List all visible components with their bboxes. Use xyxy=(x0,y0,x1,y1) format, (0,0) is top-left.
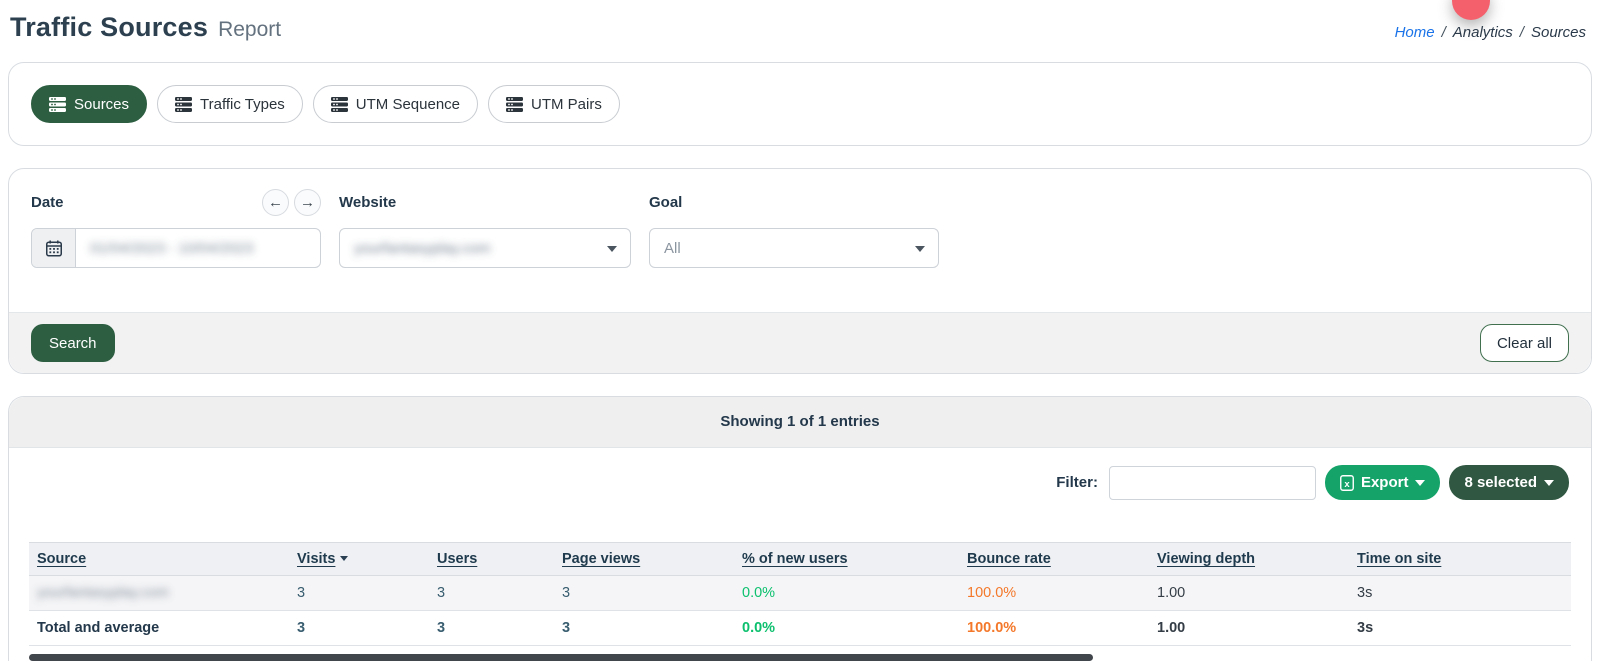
report-tabs-card: Sources Traffic Types xyxy=(8,62,1592,146)
cell-total-page-views: 3 xyxy=(554,610,734,646)
column-header-new-users[interactable]: % of new users xyxy=(734,542,959,576)
filter-card: Date ← → xyxy=(8,168,1592,374)
breadcrumb: Home / Analytics / Sources xyxy=(1395,24,1586,41)
tab-utm-pairs[interactable]: UTM Pairs xyxy=(488,85,620,123)
notification-dot xyxy=(1452,0,1490,20)
export-button[interactable]: x Export xyxy=(1324,465,1441,500)
date-range-value: 01/04/2023 - 10/04/2023 xyxy=(90,239,254,257)
cell-page-views: 3 xyxy=(554,575,734,611)
goal-value: All xyxy=(664,239,681,257)
cell-total-label: Total and average xyxy=(29,610,289,646)
table-controls: Filter: x Export 8 selected xyxy=(9,448,1591,514)
cell-bounce-rate: 100.0% xyxy=(959,575,1149,611)
column-header-viewing-depth[interactable]: Viewing depth xyxy=(1149,542,1349,576)
breadcrumb-separator: / xyxy=(1519,24,1524,41)
cell-total-new-users: 0.0% xyxy=(734,610,959,646)
column-header-time-on-site[interactable]: Time on site xyxy=(1349,542,1571,576)
goal-label: Goal xyxy=(649,194,683,211)
chevron-down-icon xyxy=(1415,480,1426,486)
server-icon xyxy=(330,96,348,112)
breadcrumb-sources: Sources xyxy=(1530,24,1586,41)
website-value: yourfantasyplay.com xyxy=(354,239,491,257)
date-range-input[interactable]: 01/04/2023 - 10/04/2023 xyxy=(31,228,321,268)
column-header-source[interactable]: Source xyxy=(29,542,289,576)
table-total-row: Total and average 3 3 3 0.0% 100.0% 1.00… xyxy=(29,610,1571,646)
cell-total-time-on-site: 3s xyxy=(1349,610,1571,646)
svg-text:x: x xyxy=(1344,479,1350,490)
goal-select[interactable]: All xyxy=(649,228,939,268)
cell-time-on-site: 3s xyxy=(1349,575,1571,611)
tab-label: UTM Sequence xyxy=(355,95,461,113)
results-card: Showing 1 of 1 entries Filter: x Export … xyxy=(8,396,1592,661)
selected-label: 8 selected xyxy=(1464,474,1537,491)
table-row: yourfantasyplay.com 3 3 3 0.0% 100.0% 1.… xyxy=(29,575,1571,611)
breadcrumb-home-link[interactable]: Home xyxy=(1394,24,1435,41)
column-header-page-views[interactable]: Page views xyxy=(554,542,734,576)
date-filter-group: Date ← → xyxy=(31,189,321,268)
traffic-sources-table: Source Visits Users Page views % of new … xyxy=(29,542,1571,646)
website-select[interactable]: yourfantasyplay.com xyxy=(339,228,631,268)
tab-traffic-types[interactable]: Traffic Types xyxy=(157,85,303,123)
table-header-row: Source Visits Users Page views % of new … xyxy=(29,542,1571,576)
columns-selected-button[interactable]: 8 selected xyxy=(1449,465,1569,500)
website-filter-group: Website yourfantasyplay.com xyxy=(339,189,631,268)
cell-users: 3 xyxy=(429,575,554,611)
cell-total-viewing-depth: 1.00 xyxy=(1149,610,1349,646)
report-tabs: Sources Traffic Types xyxy=(31,85,1569,123)
server-icon xyxy=(49,96,66,112)
table-filter-label: Filter: xyxy=(1056,474,1098,491)
column-header-bounce-rate[interactable]: Bounce rate xyxy=(959,542,1149,576)
tab-sources[interactable]: Sources xyxy=(31,85,148,123)
cell-total-bounce-rate: 100.0% xyxy=(959,610,1149,646)
column-header-visits[interactable]: Visits xyxy=(289,542,429,576)
excel-file-icon: x xyxy=(1339,474,1354,491)
page-header: Traffic Sources Report Home / Analytics … xyxy=(0,0,1600,62)
sort-desc-icon xyxy=(340,556,349,561)
search-button[interactable]: Search xyxy=(31,324,115,362)
tab-utm-sequence[interactable]: UTM Sequence xyxy=(312,85,479,123)
table-filter-input[interactable] xyxy=(1108,465,1316,500)
chevron-down-icon xyxy=(607,246,617,252)
cell-visits: 3 xyxy=(289,575,429,611)
clear-all-button[interactable]: Clear all xyxy=(1479,324,1569,362)
column-header-users[interactable]: Users xyxy=(429,542,554,576)
entries-count-band: Showing 1 of 1 entries xyxy=(9,397,1591,448)
calendar-icon[interactable] xyxy=(32,229,76,267)
horizontal-scrollbar-thumb[interactable] xyxy=(29,654,1093,661)
horizontal-scrollbar xyxy=(29,654,1571,661)
chevron-down-icon xyxy=(915,246,925,252)
cell-source: yourfantasyplay.com xyxy=(29,575,289,611)
cell-total-users: 3 xyxy=(429,610,554,646)
page-subtitle: Report xyxy=(218,18,282,41)
date-prev-button[interactable]: ← xyxy=(262,189,289,216)
server-icon xyxy=(175,96,193,112)
cell-viewing-depth: 1.00 xyxy=(1149,575,1349,611)
tab-label: Traffic Types xyxy=(200,95,285,113)
date-label: Date xyxy=(31,194,64,211)
date-next-button[interactable]: → xyxy=(294,189,321,216)
page-title: Traffic Sources xyxy=(10,12,209,42)
traffic-sources-table-wrap: Source Visits Users Page views % of new … xyxy=(9,514,1591,661)
server-icon xyxy=(506,96,524,112)
filter-footer: Search Clear all xyxy=(9,312,1591,373)
chevron-down-icon xyxy=(1544,480,1554,486)
website-label: Website xyxy=(339,194,397,211)
breadcrumb-separator: / xyxy=(1441,24,1446,41)
goal-filter-group: Goal All xyxy=(649,189,939,268)
export-label: Export xyxy=(1360,474,1409,491)
tab-label: UTM Pairs xyxy=(531,95,602,113)
cell-new-users: 0.0% xyxy=(734,575,959,611)
tab-label: Sources xyxy=(74,95,130,113)
cell-total-visits: 3 xyxy=(289,610,429,646)
breadcrumb-analytics[interactable]: Analytics xyxy=(1452,24,1513,41)
